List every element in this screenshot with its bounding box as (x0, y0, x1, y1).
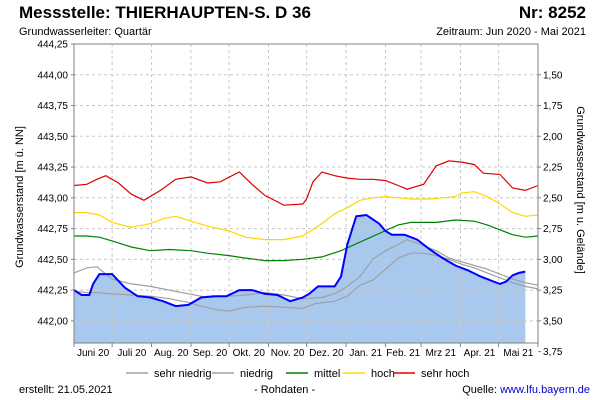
series-line-messwerte (73, 213, 526, 308)
y-tick-label: 443,00 (37, 193, 68, 204)
station-number: Nr: 8252 (518, 3, 586, 22)
source-note: Quelle: www.lfu.bayern.de (462, 384, 590, 396)
source-label: Quelle: (462, 384, 501, 396)
page-title: Messstelle: THIERHAUPTEN-S. D 36 (19, 3, 311, 22)
x-tick-label: Apr. 21 (464, 348, 496, 359)
legend-label: sehr hoch (421, 368, 469, 380)
measured-area (74, 215, 526, 343)
y2-tick-label: 2,50 (543, 193, 563, 204)
legend-label: mittel (314, 368, 340, 380)
series-line-sehr-niedrig (73, 252, 539, 312)
y-tick-label: 442,00 (37, 316, 68, 327)
y2-tick-label: 3,25 (543, 286, 563, 297)
x-tick-label: Jan. 21 (349, 348, 382, 359)
aquifer-label: Grundwasserleiter: Quartär (19, 26, 152, 38)
y2-tick-label: 3,00 (543, 255, 563, 266)
y2-tick-label: 1,75 (543, 101, 563, 112)
raw-data-note: - Rohdaten - (254, 384, 316, 396)
legend-label: hoch (371, 368, 395, 380)
x-tick-label: Okt. 20 (233, 348, 266, 359)
x-tick-label: Feb. 21 (386, 348, 420, 359)
source-link[interactable]: www.lfu.bayern.de (500, 384, 590, 396)
y-axis-label-left: Grundwasserstand [m ü. NN] (14, 126, 26, 268)
legend-label: niedrig (240, 368, 273, 380)
x-tick-label: Nov. 20 (271, 348, 305, 359)
x-tick-label: Juni 20 (77, 348, 110, 359)
series-line-niedrig (73, 238, 539, 300)
y-tick-label: 442,50 (37, 255, 68, 266)
y2-tick-label: 2,75 (543, 224, 563, 235)
y2-tick-label: 3,50 (543, 316, 563, 327)
y2-tick-label: 2,00 (543, 132, 563, 143)
plot-frame (73, 43, 539, 344)
legend-label: sehr niedrig (154, 368, 211, 380)
x-tick-label: Aug. 20 (154, 348, 189, 359)
series-line-sehr-hoch (73, 160, 539, 206)
y2-tick-label: 1,50 (543, 70, 563, 81)
x-tick-label: Mai 21 (503, 348, 533, 359)
created-date: erstellt: 21.05.2021 (19, 384, 113, 396)
y-tick-label: 443,50 (37, 132, 68, 143)
x-tick-label: Sep. 20 (193, 348, 228, 359)
y-tick-label: 442,25 (37, 286, 68, 297)
y-axis-label-right: Grundwasserstand [m u. Gelände] (574, 106, 586, 274)
series-line-hoch (74, 191, 539, 241)
x-tick-label: Mrz 21 (425, 348, 456, 359)
y-tick-label: 444,25 (37, 40, 68, 51)
y-tick-label: 443,25 (37, 163, 68, 174)
series-line-mittel (74, 219, 539, 262)
x-tick-label: Juli 20 (117, 348, 146, 359)
period-label: Zeitraum: Jun 2020 - Mai 2021 (436, 26, 586, 38)
y-tick-label: 444,00 (37, 70, 68, 81)
y-tick-label: 443,75 (37, 101, 68, 112)
y2-tick-label: 3,75 (543, 347, 563, 358)
y-tick-label: 442,75 (37, 224, 68, 235)
y2-tick-label: 2,25 (543, 163, 563, 174)
x-tick-label: Dez. 20 (309, 348, 344, 359)
